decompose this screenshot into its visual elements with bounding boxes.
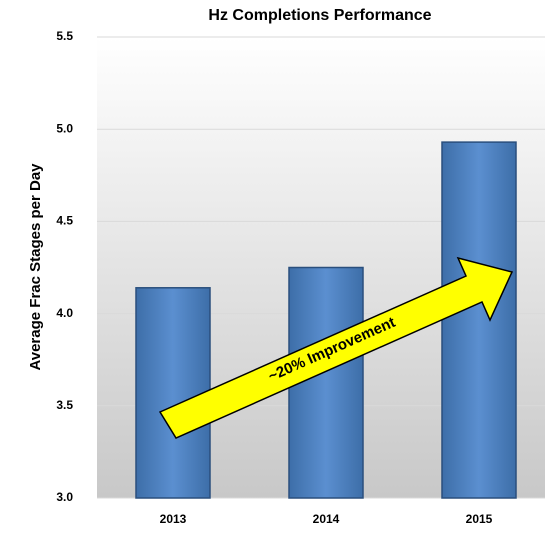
y-tick-label: 5.0	[56, 121, 73, 135]
arrow-shape	[158, 256, 514, 439]
bar	[441, 141, 517, 499]
chart-title: Hz Completions Performance	[208, 7, 431, 24]
bar	[135, 287, 211, 499]
y-tick-label: 4.0	[56, 306, 73, 320]
x-tick-label: 2014	[313, 512, 340, 526]
x-tick-label: 2013	[160, 512, 187, 526]
y-tick-label: 4.5	[56, 214, 73, 228]
x-tick-label: 2015	[466, 512, 493, 526]
y-axis-label: Average Frac Stages per Day	[27, 163, 44, 371]
y-tick-label: 5.5	[56, 29, 73, 43]
y-tick-label: 3.5	[56, 398, 73, 412]
y-tick-label: 3.0	[56, 490, 73, 504]
